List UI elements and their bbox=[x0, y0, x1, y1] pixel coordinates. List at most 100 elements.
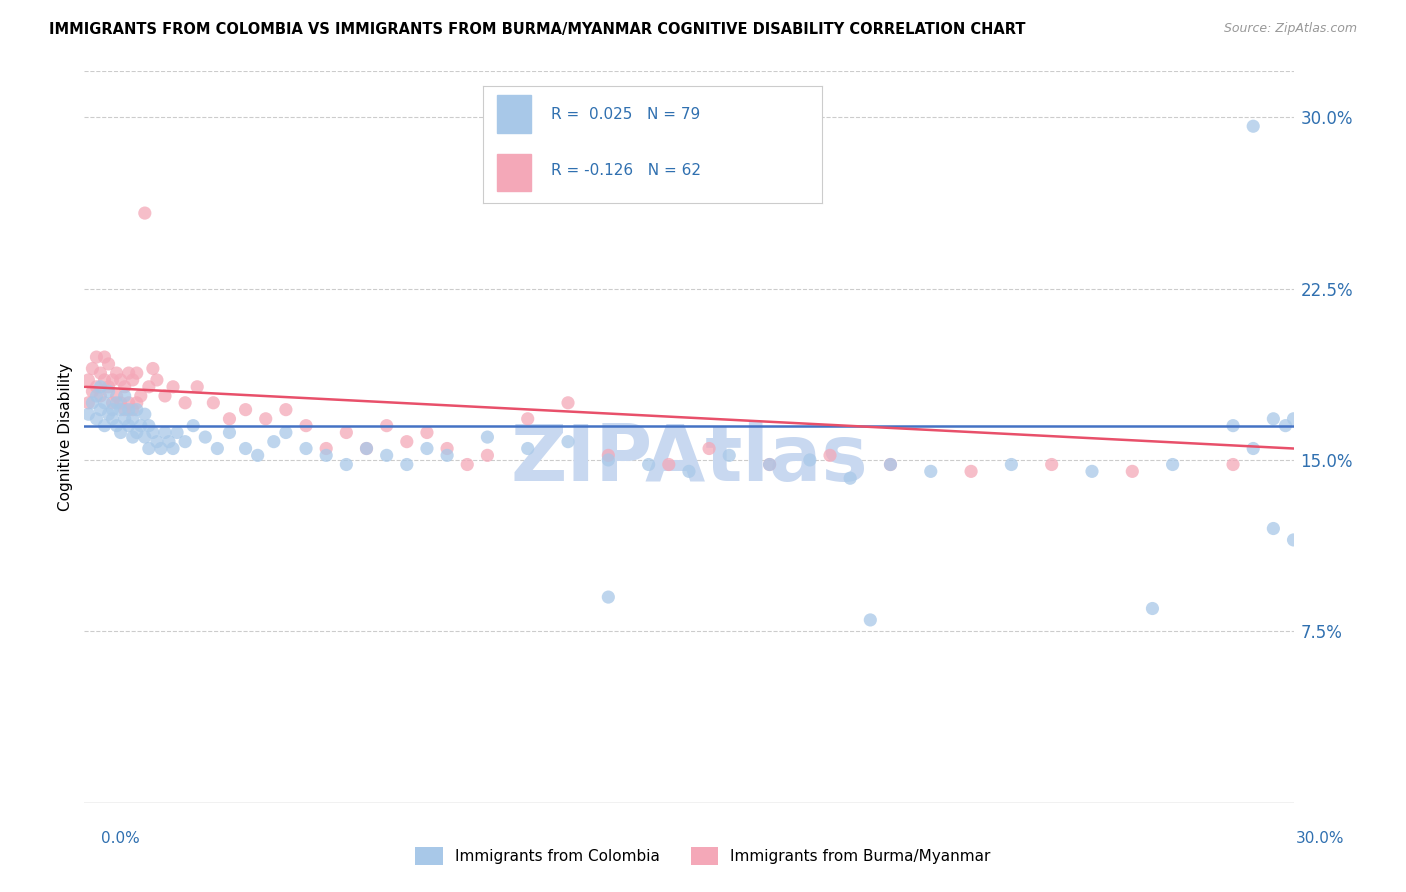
Point bbox=[149, 442, 172, 456]
Point bbox=[162, 380, 184, 394]
Text: Source: ZipAtlas.com: Source: ZipAtlas.com bbox=[1223, 22, 1357, 36]
Point bbox=[97, 407, 120, 421]
Point bbox=[110, 373, 132, 387]
Point bbox=[456, 458, 478, 472]
Point bbox=[129, 389, 152, 403]
Point bbox=[174, 396, 197, 410]
Point bbox=[395, 458, 418, 472]
Point bbox=[110, 402, 132, 417]
Point bbox=[718, 449, 741, 463]
Point bbox=[121, 412, 143, 426]
Point bbox=[477, 449, 499, 463]
Point bbox=[274, 425, 297, 440]
Point bbox=[93, 396, 115, 410]
Point bbox=[118, 402, 141, 417]
Point bbox=[118, 396, 141, 410]
Point bbox=[118, 366, 141, 380]
Point bbox=[142, 361, 165, 376]
Point bbox=[86, 389, 108, 403]
Point bbox=[77, 396, 100, 410]
Point bbox=[82, 361, 104, 376]
Point bbox=[134, 206, 156, 220]
Point bbox=[1142, 601, 1164, 615]
Point bbox=[557, 434, 579, 449]
Point bbox=[254, 412, 277, 426]
Point bbox=[416, 442, 439, 456]
Point bbox=[97, 357, 120, 371]
Point bbox=[1161, 458, 1184, 472]
Point bbox=[138, 380, 160, 394]
Point bbox=[335, 458, 357, 472]
Point bbox=[86, 412, 108, 426]
Point bbox=[93, 373, 115, 387]
Point bbox=[697, 442, 720, 456]
Point bbox=[105, 366, 128, 380]
Point bbox=[101, 402, 124, 417]
Point bbox=[1081, 464, 1104, 478]
Point bbox=[356, 442, 378, 456]
Point bbox=[516, 412, 538, 426]
Point bbox=[77, 407, 100, 421]
Point bbox=[1263, 412, 1285, 426]
Point bbox=[77, 373, 100, 387]
Point bbox=[818, 449, 841, 463]
Point bbox=[1263, 521, 1285, 535]
Point bbox=[598, 449, 620, 463]
Point bbox=[174, 434, 197, 449]
Point bbox=[218, 425, 240, 440]
Point bbox=[235, 402, 257, 417]
Point bbox=[1241, 442, 1264, 456]
Point bbox=[89, 389, 111, 403]
Point bbox=[194, 430, 217, 444]
Point bbox=[315, 449, 337, 463]
Point bbox=[839, 471, 862, 485]
Point bbox=[1282, 412, 1305, 426]
Point bbox=[477, 430, 499, 444]
Point bbox=[395, 434, 418, 449]
Point bbox=[114, 402, 136, 417]
Point bbox=[89, 366, 111, 380]
Point bbox=[598, 590, 620, 604]
Point bbox=[142, 425, 165, 440]
Point bbox=[375, 449, 398, 463]
Point bbox=[1040, 458, 1063, 472]
Point bbox=[121, 430, 143, 444]
Point bbox=[295, 418, 318, 433]
Point bbox=[356, 442, 378, 456]
Point bbox=[138, 418, 160, 433]
Point bbox=[637, 458, 659, 472]
Point bbox=[516, 442, 538, 456]
Point bbox=[1121, 464, 1143, 478]
Point bbox=[125, 425, 148, 440]
Text: IMMIGRANTS FROM COLOMBIA VS IMMIGRANTS FROM BURMA/MYANMAR COGNITIVE DISABILITY C: IMMIGRANTS FROM COLOMBIA VS IMMIGRANTS F… bbox=[49, 22, 1026, 37]
Point bbox=[114, 380, 136, 394]
Point bbox=[93, 418, 115, 433]
Y-axis label: Cognitive Disability: Cognitive Disability bbox=[58, 363, 73, 511]
Text: 0.0%: 0.0% bbox=[101, 831, 141, 846]
Point bbox=[101, 412, 124, 426]
Point bbox=[598, 453, 620, 467]
Point bbox=[1241, 120, 1264, 134]
Point bbox=[121, 402, 143, 417]
Point bbox=[557, 396, 579, 410]
Point bbox=[82, 396, 104, 410]
Point bbox=[138, 442, 160, 456]
Point bbox=[246, 449, 269, 463]
Legend: Immigrants from Colombia, Immigrants from Burma/Myanmar: Immigrants from Colombia, Immigrants fro… bbox=[409, 841, 997, 871]
Point bbox=[335, 425, 357, 440]
Point bbox=[274, 402, 297, 417]
Point bbox=[186, 380, 208, 394]
Point bbox=[1222, 418, 1244, 433]
Point bbox=[920, 464, 942, 478]
Point bbox=[315, 442, 337, 456]
Point bbox=[105, 396, 128, 410]
Point bbox=[859, 613, 882, 627]
Point bbox=[295, 442, 318, 456]
Point bbox=[121, 373, 143, 387]
Point bbox=[375, 418, 398, 433]
Point bbox=[97, 380, 120, 394]
Point bbox=[97, 384, 120, 399]
Point bbox=[436, 449, 458, 463]
Point bbox=[181, 418, 204, 433]
Point bbox=[110, 425, 132, 440]
